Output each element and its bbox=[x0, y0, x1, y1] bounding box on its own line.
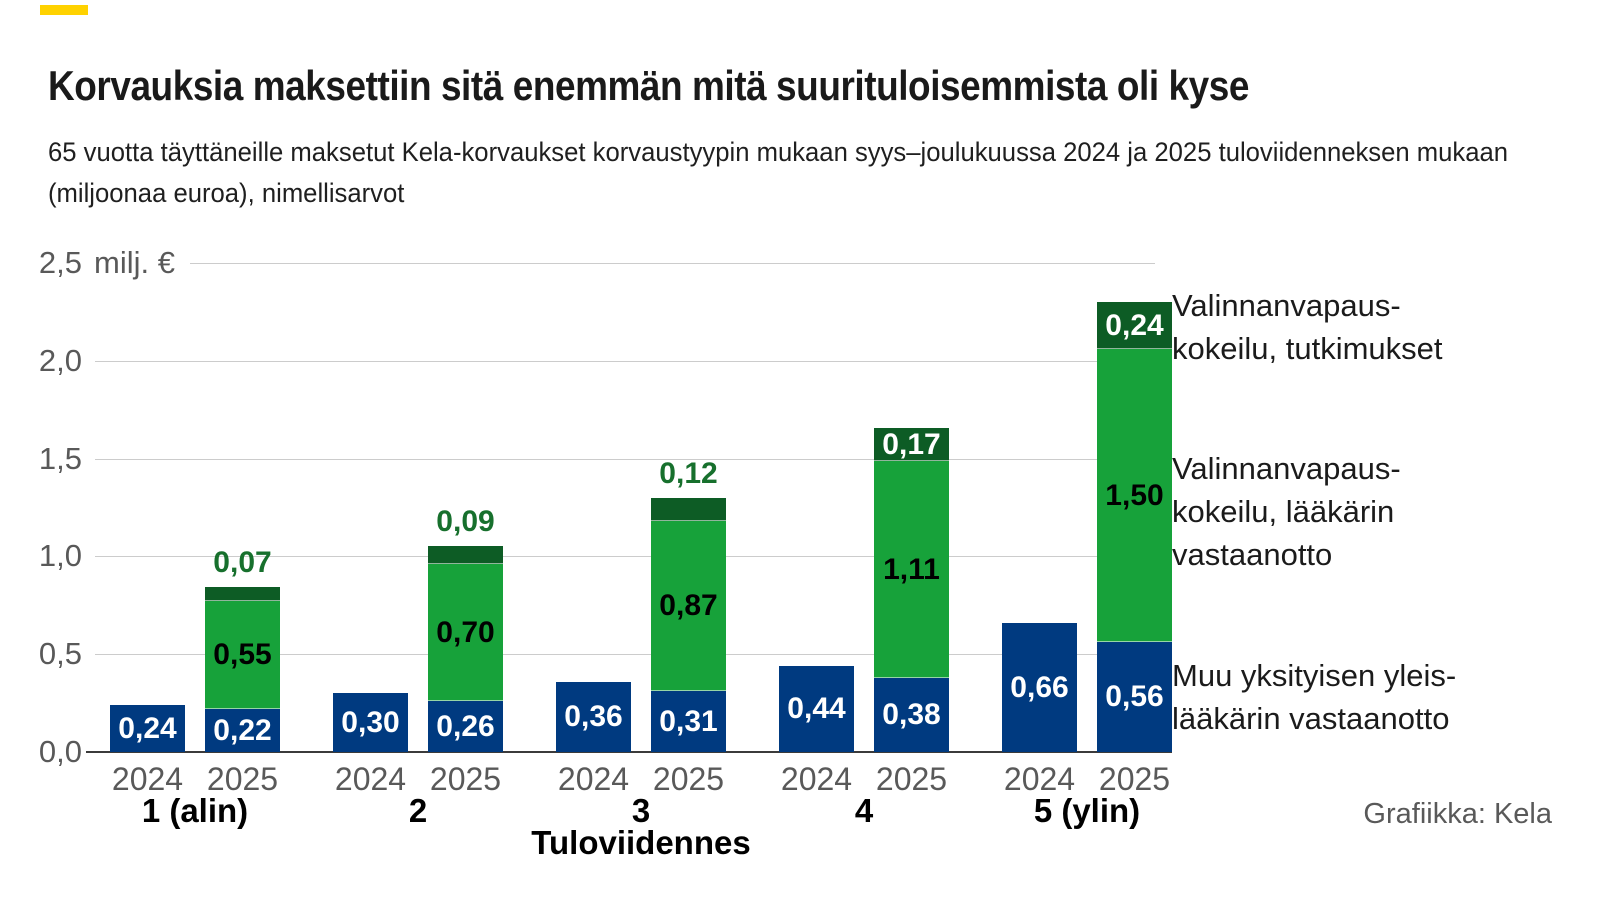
x-tick-year-2024-group1: 2024 bbox=[111, 761, 184, 797]
bar-segment-muu-2024-group1 bbox=[110, 705, 185, 752]
x-group-label-3: 3 bbox=[631, 792, 651, 829]
legend-item-muu: Muu yksityisen yleis-lääkärin vastaanott… bbox=[1172, 654, 1456, 740]
bar-value-label-outside: 0,09 bbox=[436, 505, 495, 538]
gridline-2,5 bbox=[190, 263, 1155, 264]
y-tick-label-0,5: 0,5 bbox=[38, 636, 82, 671]
bar-segment-muu-2024-group4 bbox=[779, 666, 854, 752]
bar-segment-vvk_laakari-2025-group1 bbox=[205, 601, 280, 709]
x-axis-title: Tuloviidennes bbox=[531, 824, 751, 861]
x-tick-year-2025-group3: 2025 bbox=[652, 761, 725, 797]
bar-segment-vvk_tutkimukset-2025-group2 bbox=[428, 546, 503, 564]
bar-value-label: 0,87 bbox=[659, 589, 718, 622]
bar-value-label: 0,70 bbox=[436, 616, 495, 649]
gridline-1,5 bbox=[95, 459, 1155, 460]
legend-item-line: Muu yksityisen yleis- bbox=[1172, 658, 1457, 693]
x-tick-year-2024-group4: 2024 bbox=[780, 761, 853, 797]
x-tick-year-2025-group2: 2025 bbox=[429, 761, 502, 797]
x-tick-year-2024-group2: 2024 bbox=[334, 761, 407, 797]
y-tick-label-2,0: 2,0 bbox=[38, 343, 82, 378]
bar-value-label: 0,31 bbox=[659, 705, 718, 738]
legend-item-line: kokeilu, tutkimukset bbox=[1172, 331, 1443, 366]
legend-item-line: vastaanotto bbox=[1172, 537, 1333, 572]
x-tick-year-2024-group3: 2024 bbox=[557, 761, 630, 797]
bar-segment-muu-2025-group1 bbox=[205, 709, 280, 752]
brand-accent-dash bbox=[40, 5, 88, 15]
bar-segment-vvk_laakari-2025-group2 bbox=[428, 564, 503, 701]
page-subtitle-line1: 65 vuotta täyttäneille maksetut Kela-kor… bbox=[48, 137, 1509, 167]
bar-value-label: 0,17 bbox=[882, 428, 941, 461]
bar-value-label: 0,36 bbox=[564, 700, 623, 733]
bar-segment-muu-2024-group2 bbox=[333, 693, 408, 752]
bar-value-label: 0,24 bbox=[1105, 309, 1164, 342]
bar-value-label: 0,55 bbox=[213, 638, 272, 671]
bar-segment-vvk_laakari-2025-group4 bbox=[874, 461, 949, 678]
bar-value-label: 0,66 bbox=[1010, 671, 1069, 704]
bar-segment-vvk_tutkimukset-2025-group5 bbox=[1097, 302, 1172, 349]
x-tick-year-2025-group5: 2025 bbox=[1098, 761, 1171, 797]
legend-item-vvk_laakari: Valinnanvapaus-kokeilu, lääkärin vastaano… bbox=[1172, 447, 1401, 576]
bar-value-label: 1,11 bbox=[883, 553, 940, 586]
bar-segment-muu-2025-group5 bbox=[1097, 642, 1172, 752]
bar-value-label: 0,24 bbox=[118, 712, 177, 745]
bar-value-label: 0,44 bbox=[787, 692, 846, 725]
x-tick-year-2025-group1: 2025 bbox=[206, 761, 279, 797]
y-tick-label-0,0: 0,0 bbox=[38, 734, 82, 769]
legend-item-vvk_tutkimukset: Valinnanvapaus-kokeilu, tutkimukset bbox=[1172, 284, 1443, 370]
bar-segment-vvk_laakari-2025-group3 bbox=[651, 521, 726, 691]
legend-item-line: Valinnanvapaus- bbox=[1172, 288, 1401, 323]
bar-value-label: 0,38 bbox=[882, 698, 941, 731]
x-group-label-1: 1 (alin) bbox=[141, 792, 249, 829]
legend-item-line: lääkärin vastaanotto bbox=[1172, 701, 1450, 736]
bar-segment-vvk_tutkimukset-2025-group3 bbox=[651, 498, 726, 521]
bar-value-label-outside: 0,07 bbox=[213, 546, 272, 579]
gridline-2,0 bbox=[95, 361, 1155, 362]
graphics-credit: Grafiikka: Kela bbox=[1363, 798, 1552, 830]
page-subtitle-line2: (miljoonaa euroa), nimellisarvot bbox=[48, 178, 405, 208]
gridline-0,5 bbox=[95, 654, 1155, 655]
bar-segment-muu-2025-group3 bbox=[651, 691, 726, 752]
x-group-label-4: 4 bbox=[854, 792, 874, 829]
bar-segment-vvk_tutkimukset-2025-group1 bbox=[205, 587, 280, 601]
bar-segment-muu-2025-group4 bbox=[874, 678, 949, 752]
legend-item-line: Valinnanvapaus- bbox=[1172, 451, 1401, 486]
x-tick-year-2025-group4: 2025 bbox=[875, 761, 948, 797]
y-tick-label-1,5: 1,5 bbox=[38, 441, 82, 476]
y-tick-label-1,0: 1,0 bbox=[38, 538, 82, 573]
bar-value-label-outside: 0,12 bbox=[659, 457, 718, 490]
y-tick-label-2,5: 2,5 bbox=[38, 245, 82, 280]
y-axis-unit-label: milj. € bbox=[94, 245, 175, 280]
bar-segment-muu-2025-group2 bbox=[428, 701, 503, 752]
x-axis-line bbox=[86, 751, 1172, 753]
gridline-1,0 bbox=[95, 556, 1155, 557]
bar-value-label: 0,30 bbox=[341, 706, 400, 739]
x-tick-year-2024-group5: 2024 bbox=[1003, 761, 1076, 797]
x-group-label-5: 5 (ylin) bbox=[1033, 792, 1141, 829]
bar-value-label: 1,50 bbox=[1105, 479, 1164, 512]
bar-segment-muu-2024-group3 bbox=[556, 682, 631, 752]
bar-value-label: 0,56 bbox=[1105, 680, 1164, 713]
bar-segment-muu-2024-group5 bbox=[1002, 623, 1077, 752]
bar-segment-vvk_laakari-2025-group5 bbox=[1097, 349, 1172, 642]
bar-value-label: 0,26 bbox=[436, 710, 495, 743]
bar-value-label: 0,22 bbox=[213, 714, 272, 747]
legend-item-line: kokeilu, lääkärin bbox=[1172, 494, 1395, 529]
bar-segment-vvk_tutkimukset-2025-group4 bbox=[874, 428, 949, 461]
page-subtitle: 65 vuotta täyttäneille maksetut Kela-kor… bbox=[48, 132, 1508, 214]
x-group-label-2: 2 bbox=[408, 792, 428, 829]
page-title: Korvauksia maksettiin sitä enemmän mitä … bbox=[48, 62, 1249, 109]
